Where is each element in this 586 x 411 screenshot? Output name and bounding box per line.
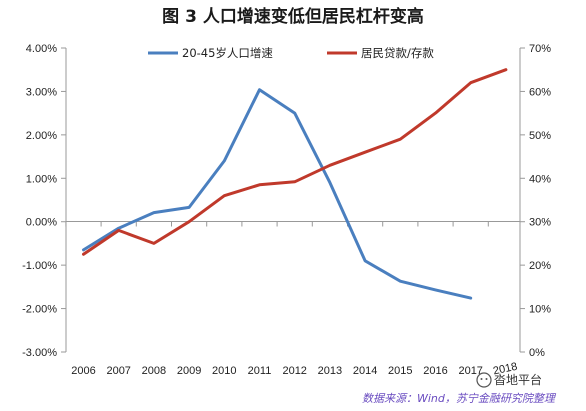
right-tick-label: 20%	[529, 260, 551, 272]
left-tick-label: 3.00%	[26, 86, 57, 98]
x-axis-ticks: 2006 2007 2008 2009 2010 2011 2012 2013 2014 2015…	[65, 221, 518, 378]
watermark-text: 沓地平台	[494, 372, 542, 387]
x-tick-label: 2006	[71, 365, 95, 377]
x-tick-label: 2007	[106, 365, 130, 377]
right-tick-label: 70%	[529, 43, 551, 55]
right-tick-label: 0%	[529, 347, 545, 359]
wechat-icon-dot	[485, 378, 488, 380]
left-tick-label: 1.00%	[26, 173, 57, 185]
wechat-icon	[476, 372, 492, 388]
right-axis-ticks: 70% 60% 50% 40% 30% 20% 10% 0%	[520, 43, 551, 359]
x-tick-label: 2018	[492, 361, 518, 378]
wechat-icon-dot	[480, 378, 483, 380]
left-tick-label: -2.00%	[22, 304, 57, 316]
series-line	[82, 88, 473, 300]
left-tick-label: 0.00%	[26, 217, 57, 229]
x-tick-label: 2016	[423, 365, 447, 377]
series-line	[82, 68, 508, 256]
right-tick-label: 10%	[529, 304, 551, 316]
left-tick-label: -1.00%	[22, 260, 57, 272]
x-tick-label: 2011	[248, 365, 272, 377]
left-tick-label: 4.00%	[26, 43, 57, 55]
x-tick-label: 2008	[142, 365, 166, 377]
right-tick-label: 40%	[529, 173, 551, 185]
x-tick-label: 2014	[353, 365, 377, 377]
x-tick-label: 2009	[177, 365, 201, 377]
legend: 20-45岁人口增速 居民贷款/存款	[148, 46, 434, 60]
source-text: 数据来源：Wind，苏宁金融研究院整理	[362, 392, 557, 405]
x-tick-label: 2017	[458, 365, 482, 377]
watermark: 沓地平台	[476, 372, 542, 388]
left-tick-label: 2.00%	[26, 130, 57, 142]
left-axis-ticks: 4.00% 3.00% 2.00% 1.00% 0.00% -1.00% -2.00% -3.…	[22, 43, 66, 359]
right-tick-label: 30%	[529, 217, 551, 229]
right-tick-label: 50%	[529, 130, 551, 142]
axes	[65, 48, 521, 352]
x-tick-label: 2012	[282, 365, 306, 377]
legend-label: 居民贷款/存款	[361, 46, 434, 60]
legend-label: 20-45岁人口增速	[182, 46, 273, 60]
left-tick-label: -3.00%	[22, 347, 57, 359]
x-tick-label: 2015	[388, 365, 412, 377]
series-lines	[82, 68, 508, 300]
x-tick-label: 2010	[212, 365, 236, 377]
x-tick-label: 2013	[318, 365, 342, 377]
right-tick-label: 60%	[529, 86, 551, 98]
chart-title: 图 3 人口增速变低但居民杠杆变高	[162, 6, 424, 27]
